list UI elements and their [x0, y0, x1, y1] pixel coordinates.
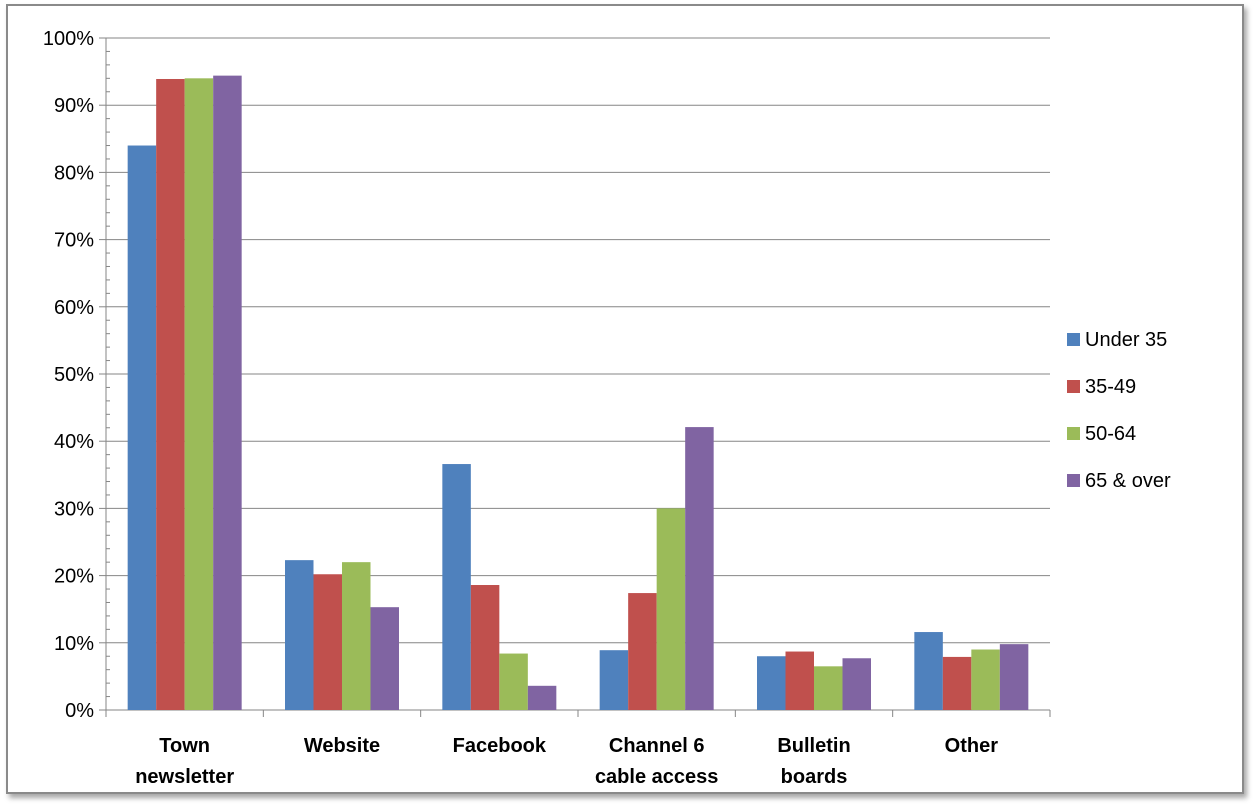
legend-label: Under 35 [1085, 329, 1167, 351]
x-category-label: Facebook [453, 735, 547, 757]
y-tick-label: 50% [54, 364, 94, 386]
bar-50-64 [971, 649, 1000, 710]
legend-swatch [1067, 380, 1080, 393]
bar-65-over [213, 75, 242, 710]
bar-50-64 [184, 78, 214, 710]
y-tick-label: 40% [54, 431, 94, 453]
bar-35-49 [785, 651, 814, 710]
y-tick-label: 20% [54, 566, 94, 588]
bar-35-49 [470, 585, 500, 710]
bar-50-64 [499, 653, 528, 710]
legend-label: 50-64 [1085, 423, 1136, 445]
x-category-label: cable access [595, 766, 718, 788]
x-category-label: Channel 6 [609, 735, 705, 757]
x-category-label: boards [781, 766, 848, 788]
legend-swatch [1067, 427, 1080, 440]
x-category-label: Other [945, 735, 999, 757]
bar-35-49 [628, 593, 657, 710]
y-tick-label: 60% [54, 297, 94, 319]
bar-35-49 [156, 78, 185, 710]
bar-65-over [842, 658, 871, 710]
y-tick-label: 70% [54, 230, 94, 252]
legend-swatch [1067, 333, 1080, 346]
y-tick-label: 80% [54, 162, 94, 184]
bar-65-over [685, 427, 714, 710]
bar-under-35 [127, 145, 157, 710]
y-tick-label: 100% [43, 28, 94, 50]
x-category-label: Website [304, 735, 380, 757]
bar-65-over [370, 607, 399, 710]
bar-65-over [999, 644, 1029, 710]
legend-label: 65 & over [1085, 470, 1171, 492]
bar-under-35 [285, 560, 314, 710]
bar-35-49 [313, 574, 342, 710]
bar-50-64 [656, 508, 686, 710]
bar-under-35 [442, 464, 471, 710]
bar-50-64 [814, 666, 843, 710]
bar-under-35 [757, 656, 786, 710]
y-tick-label: 90% [54, 95, 94, 117]
y-tick-label: 10% [54, 633, 94, 655]
bar-under-35 [599, 650, 629, 710]
bar-under-35 [914, 632, 943, 710]
x-category-label: Bulletin [777, 735, 850, 757]
bar-50-64 [342, 562, 371, 710]
bar-65-over [527, 685, 557, 710]
bar-35-49 [942, 656, 972, 710]
x-category-label: Town [159, 735, 210, 757]
legend-label: 35-49 [1085, 376, 1136, 398]
y-tick-label: 0% [65, 700, 94, 722]
x-category-label: newsletter [135, 766, 234, 788]
y-tick-label: 30% [54, 498, 94, 520]
legend-swatch [1067, 474, 1080, 487]
